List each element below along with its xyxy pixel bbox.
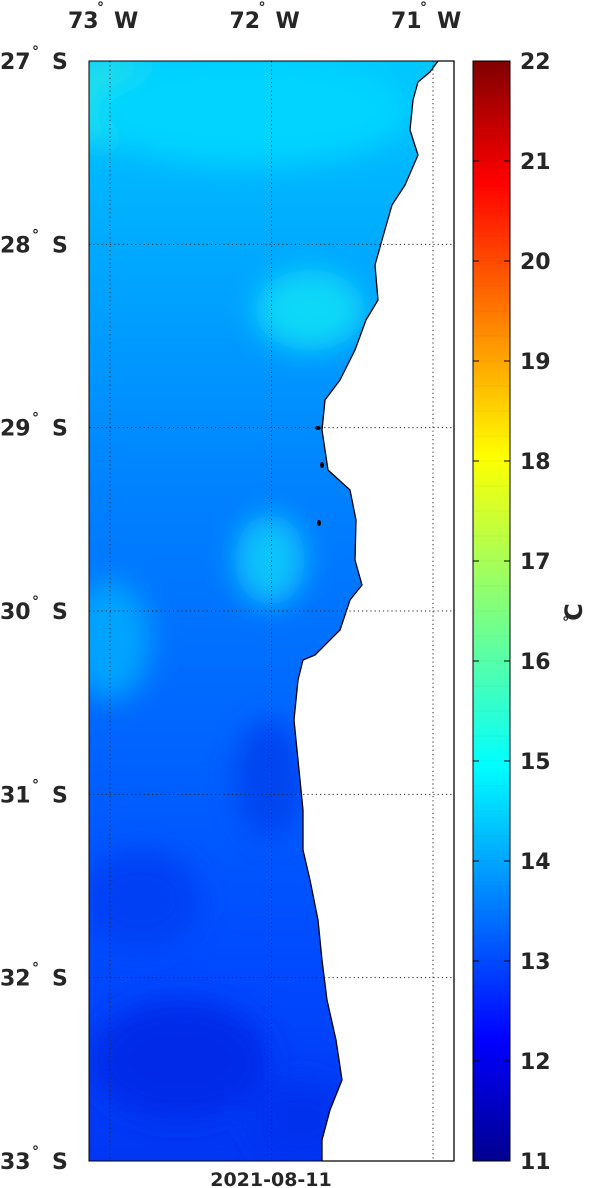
lon-degree: 71 — [391, 9, 422, 34]
lon-degree-symbol: ° — [97, 0, 104, 16]
map-frame — [88, 60, 455, 1162]
lat-degree: 33 — [0, 1150, 31, 1175]
lat-label-30: 30 ° S — [0, 594, 68, 625]
lon-label-73: 73° W — [68, 0, 138, 34]
lat-label-32: 32 ° S — [0, 961, 68, 992]
islands — [315, 426, 324, 526]
lat-label-29: 29 ° S — [0, 411, 68, 442]
colorbar-ticks: 11 12 13 14 15 16 17 18 19 20 21 22 — [473, 50, 551, 1175]
lon-degree: 72 — [230, 9, 261, 34]
lat-label-31: 31 ° S — [0, 777, 68, 808]
lon-degree-symbol: ° — [420, 0, 427, 16]
colorbar: 11 12 13 14 15 16 17 18 19 20 21 22 ° C — [472, 50, 588, 1175]
colorbar-tick-label: 21 — [520, 150, 551, 175]
lon-degree-symbol: ° — [259, 0, 266, 16]
lat-hemisphere: S — [52, 600, 68, 625]
date-label: 2021-08-11 — [210, 1169, 332, 1188]
longitude-labels: 73°W 72°W 71°W — [68, 0, 461, 34]
colorbar-tick-label: 16 — [520, 650, 551, 675]
lat-label-28: 28 ° S — [0, 227, 68, 258]
colorbar-tick-label: 11 — [520, 1150, 551, 1175]
lat-hemisphere: S — [52, 783, 68, 808]
lon-hemisphere: W — [114, 9, 138, 34]
lat-degree-symbol: ° — [32, 594, 39, 610]
colorbar-tick-label: 17 — [520, 550, 551, 575]
lat-degree-symbol: ° — [32, 1144, 39, 1160]
colorbar-tick-label: 18 — [520, 450, 551, 475]
colorbar-tick-label: 20 — [520, 250, 551, 275]
lon-label-71: 71° W — [391, 0, 461, 34]
lat-degree: 28 — [0, 233, 31, 258]
lat-hemisphere: S — [52, 50, 68, 75]
lat-degree: 32 — [0, 967, 31, 992]
lat-degree: 27 — [0, 50, 31, 75]
lon-hemisphere: W — [437, 9, 461, 34]
colorbar-tick-label: 14 — [520, 850, 551, 875]
colorbar-tick-label: 22 — [520, 50, 551, 75]
lat-degree: 29 — [0, 417, 31, 442]
lon-hemisphere: W — [276, 9, 300, 34]
colorbar-tick-label: 15 — [520, 750, 551, 775]
land-mask — [293, 60, 455, 1162]
lat-hemisphere: S — [52, 1150, 68, 1175]
colorbar-tick-label: 12 — [520, 1050, 551, 1075]
colorbar-bands — [473, 60, 510, 1162]
lat-hemisphere: S — [52, 233, 68, 258]
lat-degree-symbol: ° — [32, 227, 39, 243]
colorbar-unit: ° C — [560, 603, 588, 622]
lat-degree-symbol: ° — [32, 44, 39, 60]
lat-label-33: 33 ° S — [0, 1144, 68, 1175]
colorbar-unit-letter: C — [560, 603, 588, 621]
lat-hemisphere: S — [52, 967, 68, 992]
lat-hemisphere: S — [52, 417, 68, 442]
lat-degree-symbol: ° — [32, 777, 39, 793]
lat-degree: 30 — [0, 600, 31, 625]
lat-degree-symbol: ° — [32, 961, 39, 977]
lon-degree: 73 — [68, 9, 99, 34]
lat-degree: 31 — [0, 783, 31, 808]
lon-label-72: 72° W — [230, 0, 300, 34]
latitude-labels: 27 ° S28 ° S29 ° S30 ° S31 ° S32 ° S33 ° S — [0, 44, 68, 1175]
colorbar-gradient — [472, 60, 511, 1162]
lat-degree-symbol: ° — [32, 411, 39, 427]
lat-label-27: 27 ° S — [0, 44, 68, 75]
graticule — [89, 61, 454, 1161]
colorbar-tick-label: 19 — [520, 350, 551, 375]
colorbar-unit-symbol: ° — [562, 615, 578, 622]
colorbar-tick-label: 13 — [520, 950, 551, 975]
